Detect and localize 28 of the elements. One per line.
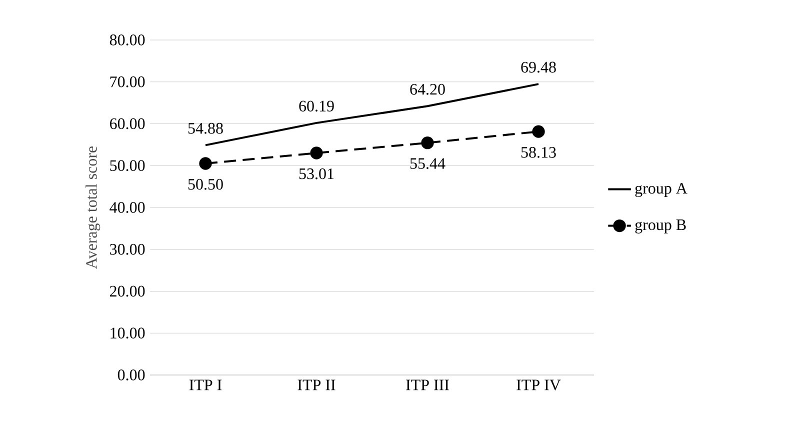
data-label: 50.50	[188, 178, 223, 190]
legend-label: group B	[635, 220, 686, 234]
data-label: 58.13	[521, 146, 556, 158]
point	[199, 157, 212, 170]
y-tick-label: 20.00	[110, 286, 145, 297]
data-label: 60.19	[299, 100, 334, 112]
y-tick-label: 60.00	[110, 118, 145, 130]
x-tick-label: ITP III	[406, 380, 449, 390]
y-tick-label: 0.00	[118, 370, 145, 380]
x-tick-label: ITP IV	[516, 380, 561, 390]
y-axis-title: Average total score	[86, 146, 100, 269]
point	[421, 136, 434, 150]
point	[532, 125, 545, 138]
x-tick-label: ITP II	[298, 380, 336, 390]
data-label: 55.44	[410, 158, 446, 169]
y-tick-label: 80.00	[110, 34, 145, 46]
y-tick-label: 40.00	[110, 202, 145, 213]
y-tick-label: 30.00	[110, 244, 145, 255]
y-tick-label: 10.00	[110, 328, 145, 339]
y-tick-label: 70.00	[110, 76, 145, 88]
data-label: 53.01	[299, 168, 334, 180]
legend-label: group A	[635, 182, 688, 197]
data-label: 54.88	[188, 122, 223, 134]
data-label: 69.48	[521, 62, 556, 73]
x-tick-label: ITP I	[189, 380, 222, 390]
y-tick-label: 50.00	[110, 160, 145, 172]
point	[310, 146, 323, 160]
data-label: 64.20	[410, 84, 445, 95]
